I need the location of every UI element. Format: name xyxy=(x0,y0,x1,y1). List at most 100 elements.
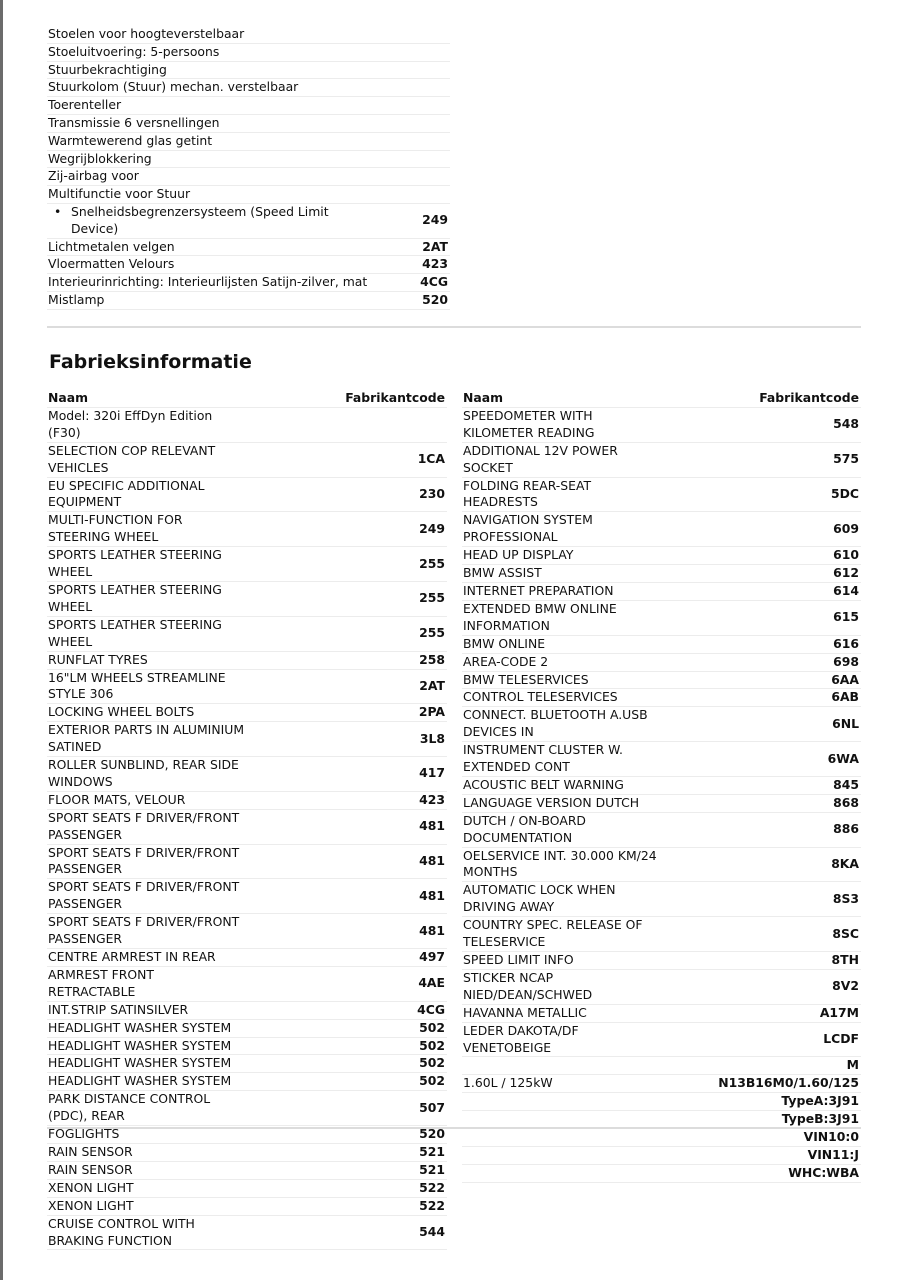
item-code: 615 xyxy=(661,600,861,636)
item-code: 886 xyxy=(661,812,861,848)
item-name xyxy=(462,1128,662,1147)
item-name: Wegrijblokkering xyxy=(47,150,380,169)
item-name: CENTRE ARMREST IN REAR xyxy=(47,948,247,967)
table-row: XENON LIGHT 522 xyxy=(47,1197,447,1216)
item-code: 8S3 xyxy=(661,881,861,918)
table-row: VIN11:J xyxy=(462,1146,861,1165)
item-name: RAIN SENSOR xyxy=(47,1161,247,1180)
item-code: 507 xyxy=(247,1090,447,1127)
item-code: N13B16M0/1.60/125 xyxy=(661,1074,861,1094)
item-code: 845 xyxy=(661,776,861,795)
item-name: MULTI-FUNCTION FOR STEERING WHEEL xyxy=(47,511,247,548)
item-code: 502 xyxy=(247,1037,447,1056)
item-name: ACOUSTIC BELT WARNING xyxy=(462,776,662,795)
table-row: XENON LIGHT 522 xyxy=(47,1179,447,1198)
item-code: 8V2 xyxy=(661,969,861,1005)
column-header-name: Naam xyxy=(462,390,662,408)
column-header-name: Naam xyxy=(47,390,247,408)
item-code: 249 xyxy=(380,203,450,239)
table-row: SPEED LIMIT INFO 8TH xyxy=(462,951,861,970)
table-row: Warmtewerend glas getint xyxy=(47,132,450,151)
item-code: 868 xyxy=(661,794,861,813)
item-name: CRUISE CONTROL WITH BRAKING FUNCTION xyxy=(47,1215,247,1251)
item-code xyxy=(380,132,450,151)
item-name: BMW ASSIST xyxy=(462,564,662,583)
item-name: HEADLIGHT WASHER SYSTEM xyxy=(47,1072,247,1092)
table-row: CENTRE ARMREST IN REAR 497 xyxy=(47,948,447,967)
item-name: Lichtmetalen velgen xyxy=(47,238,380,257)
item-code: VIN10:0 xyxy=(661,1128,861,1147)
item-name: SPORT SEATS F DRIVER/FRONT PASSENGER xyxy=(47,913,247,949)
item-code: 520 xyxy=(380,291,450,310)
table-row: 16"LM WHEELS STREAMLINE STYLE 306 2AT xyxy=(47,669,447,705)
table-row: SPORT SEATS F DRIVER/FRONT PASSENGER 481 xyxy=(47,913,447,949)
item-name: SELECTION COP RELEVANT VEHICLES xyxy=(47,442,247,478)
item-code xyxy=(380,43,450,62)
item-code: 1CA xyxy=(247,442,447,478)
table-row: Toerenteller xyxy=(47,96,450,115)
table-row: ARMREST FRONT RETRACTABLE 4AE xyxy=(47,966,447,1002)
table-row: TypeA:3J91 xyxy=(462,1092,861,1112)
table-row: OELSERVICE INT. 30.000 KM/24 MONTHS 8KA xyxy=(462,847,861,883)
item-name: LOCKING WHEEL BOLTS xyxy=(47,703,247,723)
column-header-code: Fabrikantcode xyxy=(661,390,861,408)
table-row: PARK DISTANCE CONTROL (PDC), REAR 507 xyxy=(47,1090,447,1127)
table-row: Transmissie 6 versnellingen xyxy=(47,114,450,133)
item-name: EXTERIOR PARTS IN ALUMINIUM SATINED xyxy=(47,721,247,758)
item-code: VIN11:J xyxy=(661,1146,861,1165)
item-code xyxy=(380,167,450,187)
table-row: BMW ASSIST 612 xyxy=(462,564,861,583)
item-code: 481 xyxy=(247,809,447,845)
item-code xyxy=(380,78,450,98)
table-row: AUTOMATIC LOCK WHEN DRIVING AWAY 8S3 xyxy=(462,881,861,918)
item-name: FOLDING REAR-SEAT HEADRESTS xyxy=(462,477,662,513)
item-name: STICKER NCAP NIED/DEAN/SCHWED xyxy=(462,969,662,1005)
item-name: Zij-airbag voor xyxy=(47,167,380,187)
item-name: Multifunctie voor Stuur xyxy=(47,185,380,204)
table-row: Interieurinrichting: Interieurlijsten Sa… xyxy=(47,273,450,292)
item-code xyxy=(380,26,450,44)
table-row: Stuurbekrachtiging xyxy=(47,61,450,80)
item-code: 230 xyxy=(247,477,447,513)
table-row: CONTROL TELESERVICES 6AB xyxy=(462,688,861,708)
table-row: ACOUSTIC BELT WARNING 845 xyxy=(462,776,861,795)
table-row: SELECTION COP RELEVANT VEHICLES 1CA xyxy=(47,442,447,478)
table-row: Zij-airbag voor xyxy=(47,167,450,187)
table-row: BMW ONLINE 616 xyxy=(462,635,861,654)
item-code: 616 xyxy=(661,635,861,654)
item-code: TypeA:3J91 xyxy=(661,1092,861,1112)
table-row: WHC:WBA xyxy=(462,1164,861,1183)
divider xyxy=(47,1127,861,1129)
item-name: Interieurinrichting: Interieurlijsten Sa… xyxy=(47,273,380,292)
table-row: EXTERIOR PARTS IN ALUMINIUM SATINED 3L8 xyxy=(47,721,447,758)
table-row: RAIN SENSOR 521 xyxy=(47,1143,447,1162)
item-name: SPORTS LEATHER STEERING WHEEL xyxy=(47,581,247,617)
equipment-list-table: Stoelen voor hoogteverstelbaar Stoeluitvo… xyxy=(47,26,450,310)
item-code: 423 xyxy=(247,791,447,810)
table-row: RAIN SENSOR 521 xyxy=(47,1161,447,1180)
item-name: EU SPECIFIC ADDITIONAL EQUIPMENT xyxy=(47,477,247,513)
table-row: FLOOR MATS, VELOUR 423 xyxy=(47,791,447,810)
item-code: 520 xyxy=(247,1125,447,1144)
item-code: 522 xyxy=(247,1179,447,1198)
item-code xyxy=(380,114,450,133)
item-code: 502 xyxy=(247,1072,447,1092)
item-name: HAVANNA METALLIC xyxy=(462,1004,662,1023)
item-name: ROLLER SUNBLIND, REAR SIDE WINDOWS xyxy=(47,756,247,792)
table-row: Vloermatten Velours 423 xyxy=(47,255,450,275)
item-code: WHC:WBA xyxy=(661,1164,861,1183)
item-name: Stuurkolom (Stuur) mechan. verstelbaar xyxy=(47,78,380,98)
item-name: Stoelen voor hoogteverstelbaar xyxy=(47,26,380,44)
item-code: 521 xyxy=(247,1161,447,1180)
table-row: LANGUAGE VERSION DUTCH 868 xyxy=(462,794,861,813)
table-row: FOGLIGHTS 520 xyxy=(47,1125,447,1144)
item-code: 255 xyxy=(247,581,447,617)
item-name: Mistlamp xyxy=(47,291,380,310)
item-code: 423 xyxy=(380,255,450,275)
item-code: 614 xyxy=(661,582,861,601)
item-name: AUTOMATIC LOCK WHEN DRIVING AWAY xyxy=(462,881,662,918)
table-row: SPORTS LEATHER STEERING WHEEL 255 xyxy=(47,581,447,617)
item-name: CONNECT. BLUETOOTH A.USB DEVICES IN xyxy=(462,706,662,743)
table-row: RUNFLAT TYRES 258 xyxy=(47,651,447,670)
item-code: 4AE xyxy=(247,966,447,1002)
